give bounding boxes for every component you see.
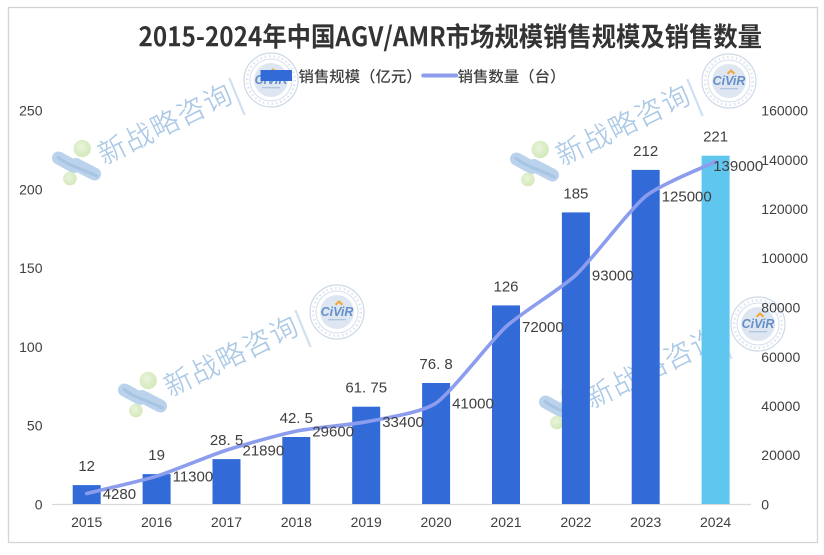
- svg-text:212: 212: [633, 143, 658, 160]
- svg-text:11300: 11300: [173, 469, 214, 486]
- svg-text:60000: 60000: [761, 349, 800, 365]
- svg-text:2015: 2015: [71, 514, 102, 530]
- svg-text:50: 50: [27, 418, 43, 434]
- svg-text:2019: 2019: [351, 514, 382, 530]
- svg-text:33400: 33400: [382, 414, 424, 431]
- svg-text:221: 221: [703, 129, 728, 146]
- svg-text:2020: 2020: [421, 514, 452, 530]
- svg-text:21890: 21890: [243, 442, 285, 459]
- svg-text:100000: 100000: [761, 250, 808, 266]
- svg-text:41000: 41000: [452, 395, 494, 412]
- svg-text:125000: 125000: [662, 189, 712, 206]
- svg-text:29600: 29600: [312, 423, 354, 440]
- svg-text:4280: 4280: [103, 486, 136, 503]
- svg-text:12: 12: [78, 458, 95, 475]
- svg-text:61. 75: 61. 75: [345, 380, 387, 397]
- svg-text:2024: 2024: [700, 514, 731, 530]
- svg-text:140000: 140000: [761, 152, 808, 168]
- svg-text:0: 0: [761, 497, 769, 513]
- svg-text:200: 200: [19, 181, 43, 197]
- svg-text:2022: 2022: [560, 514, 591, 530]
- svg-text:2018: 2018: [281, 514, 312, 530]
- svg-text:40000: 40000: [761, 398, 800, 414]
- svg-text:28. 5: 28. 5: [210, 432, 243, 449]
- svg-text:2021: 2021: [490, 514, 521, 530]
- svg-text:42. 5: 42. 5: [280, 410, 313, 427]
- svg-text:150: 150: [19, 260, 43, 276]
- svg-text:20000: 20000: [761, 447, 800, 463]
- svg-text:93000: 93000: [592, 267, 634, 284]
- svg-text:250: 250: [19, 103, 43, 119]
- svg-text:80000: 80000: [761, 300, 800, 316]
- svg-text:160000: 160000: [761, 103, 808, 119]
- svg-text:2016: 2016: [141, 514, 172, 530]
- svg-text:120000: 120000: [761, 201, 808, 217]
- svg-text:126: 126: [493, 278, 518, 295]
- svg-text:185: 185: [563, 185, 588, 202]
- svg-text:2017: 2017: [211, 514, 242, 530]
- svg-text:0: 0: [35, 497, 43, 513]
- svg-text:100: 100: [19, 339, 43, 355]
- svg-text:2023: 2023: [630, 514, 661, 530]
- svg-text:76. 8: 76. 8: [419, 356, 452, 373]
- svg-text:72000: 72000: [522, 319, 564, 336]
- svg-text:19: 19: [148, 447, 165, 464]
- svg-text:139000: 139000: [713, 158, 763, 175]
